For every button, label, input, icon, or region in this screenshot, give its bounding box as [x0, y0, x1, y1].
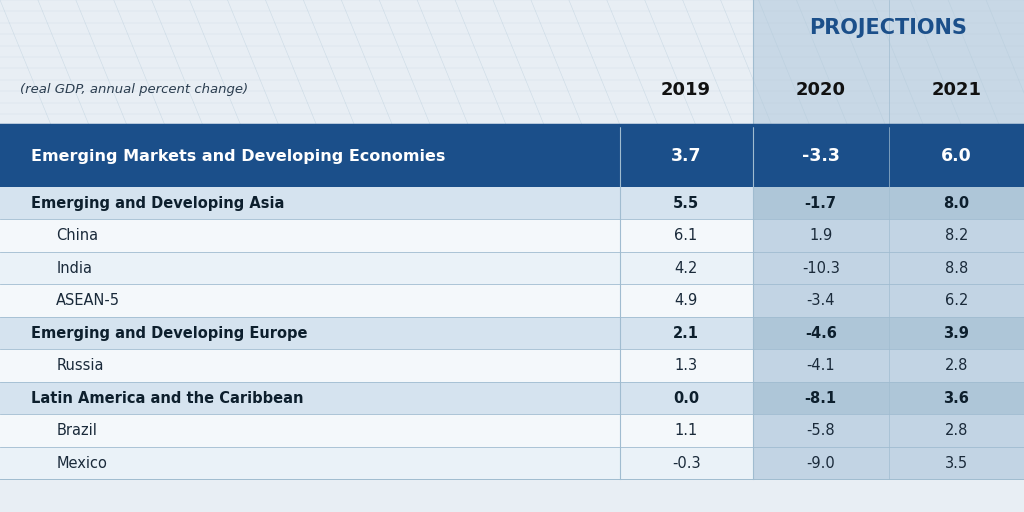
Text: -4.6: -4.6 — [805, 326, 837, 340]
Text: 6.1: 6.1 — [675, 228, 697, 243]
Bar — [0, 285, 753, 317]
Text: -8.1: -8.1 — [805, 391, 837, 406]
Text: 2.1: 2.1 — [673, 326, 699, 340]
Text: -9.0: -9.0 — [806, 456, 836, 471]
Text: 3.5: 3.5 — [945, 456, 968, 471]
Text: 2.8: 2.8 — [945, 358, 968, 373]
Text: Brazil: Brazil — [56, 423, 97, 438]
Bar — [0, 349, 753, 382]
Text: 1.3: 1.3 — [675, 358, 697, 373]
Text: Emerging Markets and Developing Economies: Emerging Markets and Developing Economie… — [31, 148, 445, 164]
Text: Latin America and the Caribbean: Latin America and the Caribbean — [31, 391, 303, 406]
Bar — [0, 415, 753, 447]
Text: 3.9: 3.9 — [943, 326, 970, 340]
Text: 1.9: 1.9 — [809, 228, 833, 243]
Bar — [753, 317, 1024, 349]
Bar — [0, 187, 753, 219]
Text: 4.9: 4.9 — [675, 293, 697, 308]
Text: 8.2: 8.2 — [945, 228, 968, 243]
Text: 5.5: 5.5 — [673, 196, 699, 210]
Bar — [753, 415, 1024, 447]
Text: 2.8: 2.8 — [945, 423, 968, 438]
Bar — [753, 187, 1024, 219]
Bar — [753, 382, 1024, 415]
Text: -3.3: -3.3 — [802, 147, 840, 165]
Bar — [0, 0, 753, 125]
Bar — [0, 125, 1024, 187]
Text: -5.8: -5.8 — [807, 423, 835, 438]
Text: PROJECTIONS: PROJECTIONS — [809, 18, 968, 38]
Bar — [753, 219, 1024, 252]
Bar — [0, 317, 753, 349]
Text: 6.2: 6.2 — [945, 293, 968, 308]
Bar — [753, 349, 1024, 382]
Text: 6.0: 6.0 — [941, 147, 972, 165]
Bar — [0, 382, 753, 415]
Text: 8.8: 8.8 — [945, 261, 968, 275]
Text: India: India — [56, 261, 92, 275]
Bar — [753, 285, 1024, 317]
Text: -10.3: -10.3 — [802, 261, 840, 275]
Text: 4.2: 4.2 — [675, 261, 697, 275]
Text: 1.1: 1.1 — [675, 423, 697, 438]
Bar — [753, 447, 1024, 479]
Text: China: China — [56, 228, 98, 243]
Text: Mexico: Mexico — [56, 456, 108, 471]
Bar — [0, 447, 753, 479]
Text: Emerging and Developing Asia: Emerging and Developing Asia — [31, 196, 284, 210]
Text: (real GDP, annual percent change): (real GDP, annual percent change) — [20, 83, 249, 96]
Text: 3.7: 3.7 — [671, 147, 701, 165]
Text: 2019: 2019 — [662, 80, 711, 99]
Text: -0.3: -0.3 — [672, 456, 700, 471]
Bar — [0, 252, 753, 285]
Bar — [753, 0, 1024, 125]
Bar — [753, 252, 1024, 285]
Text: Russia: Russia — [56, 358, 103, 373]
Text: 2021: 2021 — [932, 80, 981, 99]
Text: -4.1: -4.1 — [807, 358, 835, 373]
Text: -1.7: -1.7 — [805, 196, 837, 210]
Text: 3.6: 3.6 — [943, 391, 970, 406]
Text: 2020: 2020 — [796, 80, 846, 99]
Bar — [0, 219, 753, 252]
Text: -3.4: -3.4 — [807, 293, 835, 308]
Text: ASEAN-5: ASEAN-5 — [56, 293, 121, 308]
Text: 8.0: 8.0 — [943, 196, 970, 210]
Text: Emerging and Developing Europe: Emerging and Developing Europe — [31, 326, 307, 340]
Text: 0.0: 0.0 — [673, 391, 699, 406]
